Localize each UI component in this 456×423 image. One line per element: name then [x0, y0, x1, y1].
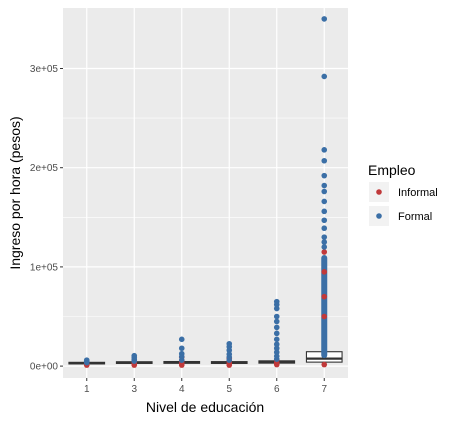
x-tick-label: 6 [274, 384, 280, 395]
point-formal [321, 188, 328, 195]
point-formal [273, 324, 280, 331]
y-axis-label: Ingreso por hora (pesos) [7, 116, 23, 269]
point-formal [321, 239, 328, 245]
point-formal [131, 352, 138, 359]
legend-entries: Informal Formal [369, 182, 438, 226]
legend-swatch [376, 213, 382, 219]
x-tick-label: 4 [179, 384, 185, 395]
y-axis: 0e+00 1e+05 2e+05 3e+05 [30, 64, 63, 373]
x-tick-label: 5 [226, 384, 232, 395]
panel-background [63, 8, 348, 378]
point-formal [273, 330, 280, 337]
legend-title: Empleo [368, 162, 416, 178]
point-formal [321, 244, 328, 250]
point-formal [273, 313, 280, 320]
point-formal [321, 208, 328, 215]
point-formal [273, 305, 280, 312]
legend-label: Informal [398, 187, 438, 199]
point-formal [273, 298, 280, 305]
point-formal [321, 182, 328, 189]
point-formal [273, 341, 280, 348]
point-formal [321, 234, 328, 240]
points [83, 16, 328, 368]
y-tick-label: 3e+05 [30, 64, 59, 75]
point-informal [321, 361, 328, 368]
point-formal [321, 217, 328, 224]
y-tick-label: 2e+05 [30, 163, 59, 174]
point-formal [321, 198, 328, 205]
x-tick-label: 1 [84, 384, 90, 395]
point-formal [178, 336, 185, 343]
point-formal [321, 172, 328, 179]
legend-label: Formal [398, 211, 432, 223]
point-formal [226, 351, 233, 357]
point-formal [321, 73, 328, 80]
point-formal [178, 345, 185, 352]
x-axis: 1 3 4 5 6 7 [84, 378, 327, 395]
point-formal [273, 345, 280, 352]
legend-swatch [376, 189, 382, 195]
y-tick-label: 1e+05 [30, 262, 59, 273]
x-axis-label: Nivel de educación [146, 399, 264, 415]
grid-minor [63, 117, 348, 317]
point-formal [321, 16, 328, 22]
point-formal [273, 353, 280, 359]
point-formal [273, 318, 280, 325]
legend: Empleo Informal Formal [368, 162, 438, 226]
point-informal [321, 269, 328, 275]
point-formal [321, 157, 328, 164]
x-tick-label: 7 [321, 384, 327, 395]
point-formal [321, 225, 328, 232]
y-tick-label: 0e+00 [30, 362, 59, 373]
point-informal [321, 249, 328, 255]
x-tick-label: 3 [131, 384, 137, 395]
dense-points [321, 254, 328, 359]
point-formal [226, 340, 233, 347]
point-informal [321, 313, 328, 320]
point-formal [83, 357, 90, 363]
point-formal [178, 350, 185, 357]
point-informal [321, 293, 328, 300]
point-formal [321, 147, 328, 153]
point-formal [273, 349, 280, 356]
point-formal [273, 336, 280, 343]
